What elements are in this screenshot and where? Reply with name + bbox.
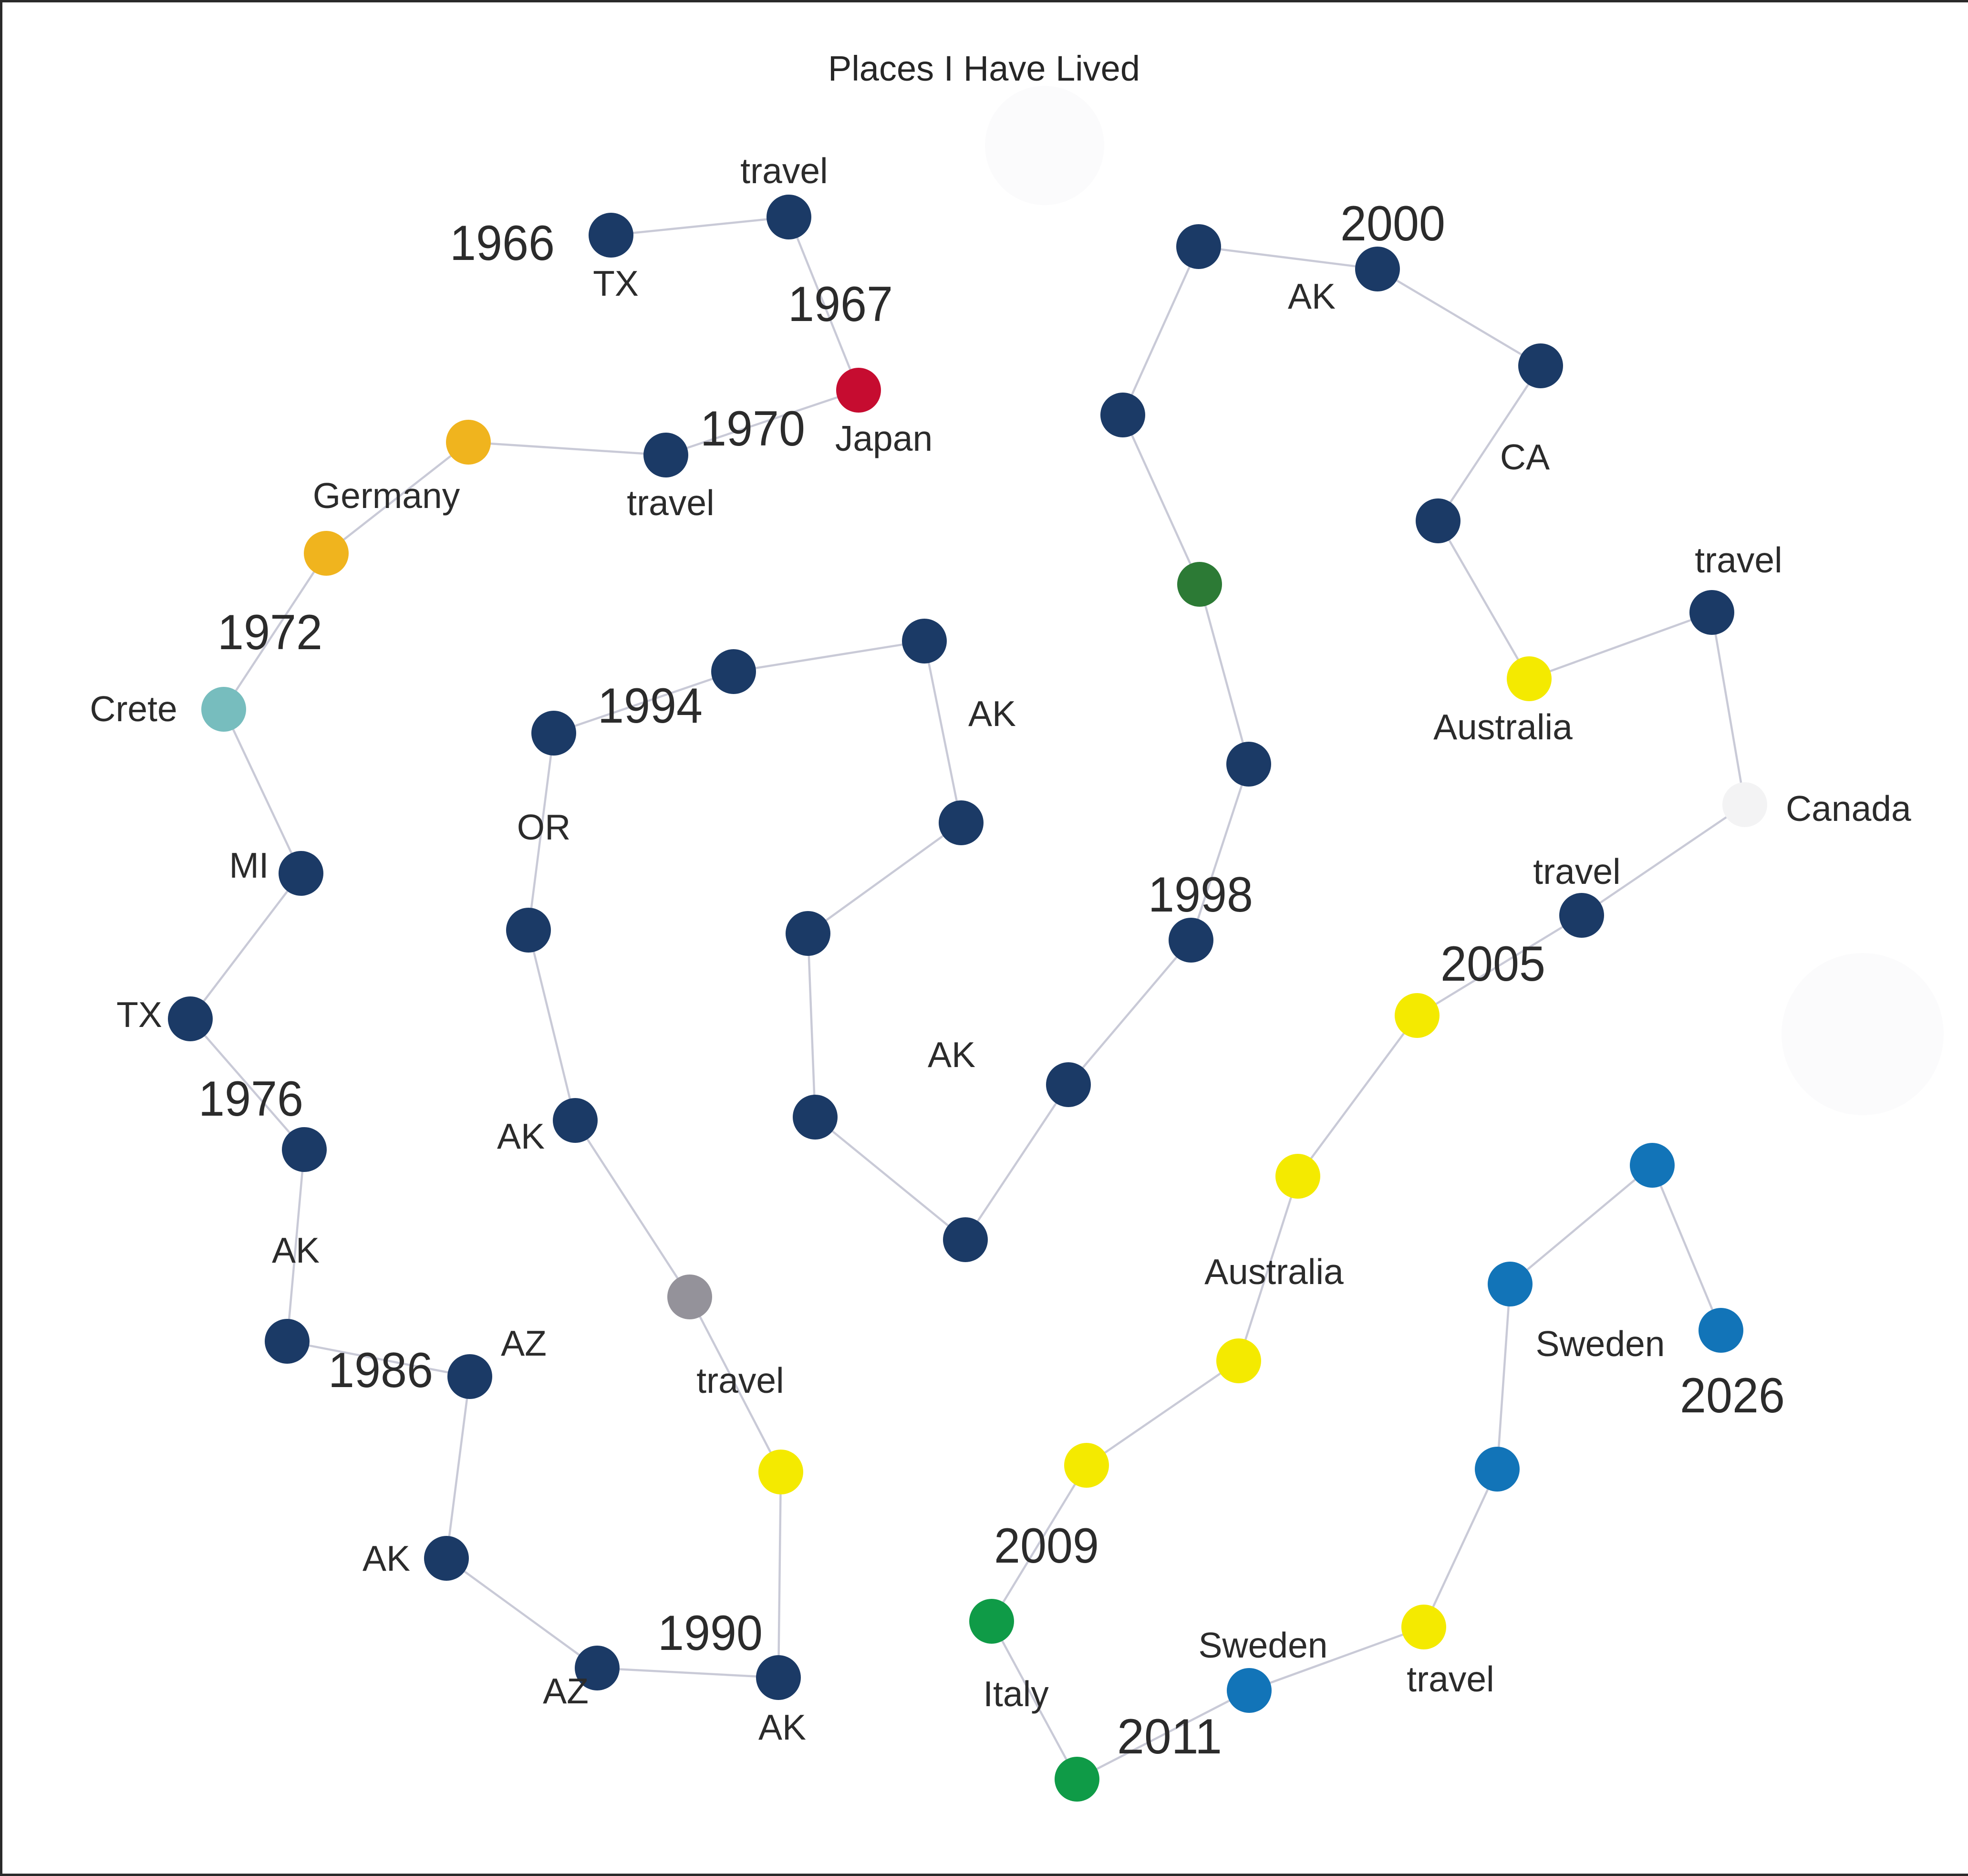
svg-text:travel: travel xyxy=(740,151,828,191)
svg-text:2026: 2026 xyxy=(1680,1368,1785,1423)
svg-text:2000: 2000 xyxy=(1340,196,1445,251)
svg-text:AZ: AZ xyxy=(543,1671,589,1711)
svg-text:travel: travel xyxy=(1407,1659,1494,1699)
svg-text:1994: 1994 xyxy=(598,678,703,734)
svg-text:AK: AK xyxy=(758,1707,806,1747)
svg-text:AK: AK xyxy=(968,694,1016,734)
svg-text:1970: 1970 xyxy=(700,401,805,456)
svg-text:travel: travel xyxy=(1695,540,1782,580)
svg-text:Australia: Australia xyxy=(1433,707,1573,747)
svg-text:TX: TX xyxy=(116,995,162,1035)
svg-text:Crete: Crete xyxy=(90,689,177,729)
svg-text:Germany: Germany xyxy=(313,476,460,516)
svg-text:Places I Have Lived: Places I Have Lived xyxy=(828,49,1140,88)
svg-text:travel: travel xyxy=(1533,851,1620,891)
svg-text:1966: 1966 xyxy=(450,216,555,271)
svg-text:2011: 2011 xyxy=(1117,1709,1222,1764)
svg-text:travel: travel xyxy=(696,1360,784,1400)
svg-text:Italy: Italy xyxy=(983,1674,1049,1714)
svg-text:AK: AK xyxy=(272,1230,320,1270)
svg-text:Japan: Japan xyxy=(835,418,932,458)
svg-text:1972: 1972 xyxy=(218,605,322,660)
svg-text:TX: TX xyxy=(593,263,639,303)
svg-text:CA: CA xyxy=(1500,437,1550,477)
svg-text:AZ: AZ xyxy=(501,1323,547,1363)
svg-text:2005: 2005 xyxy=(1440,936,1545,992)
svg-text:1998: 1998 xyxy=(1148,867,1253,922)
svg-text:MI: MI xyxy=(229,845,269,885)
svg-text:AK: AK xyxy=(928,1035,975,1075)
svg-text:Sweden: Sweden xyxy=(1198,1625,1327,1665)
svg-text:AK: AK xyxy=(363,1538,410,1578)
svg-text:travel: travel xyxy=(627,483,714,523)
svg-text:Sweden: Sweden xyxy=(1535,1324,1665,1364)
svg-text:1986: 1986 xyxy=(328,1343,433,1398)
svg-text:AK: AK xyxy=(1288,276,1336,316)
svg-text:1967: 1967 xyxy=(788,277,893,332)
svg-text:OR: OR xyxy=(517,807,571,847)
svg-text:Australia: Australia xyxy=(1204,1252,1344,1292)
svg-text:2009: 2009 xyxy=(994,1518,1099,1574)
svg-text:AK: AK xyxy=(497,1116,545,1156)
svg-text:Canada: Canada xyxy=(1786,788,1911,829)
svg-text:1990: 1990 xyxy=(658,1606,763,1661)
svg-text:1976: 1976 xyxy=(198,1071,303,1127)
